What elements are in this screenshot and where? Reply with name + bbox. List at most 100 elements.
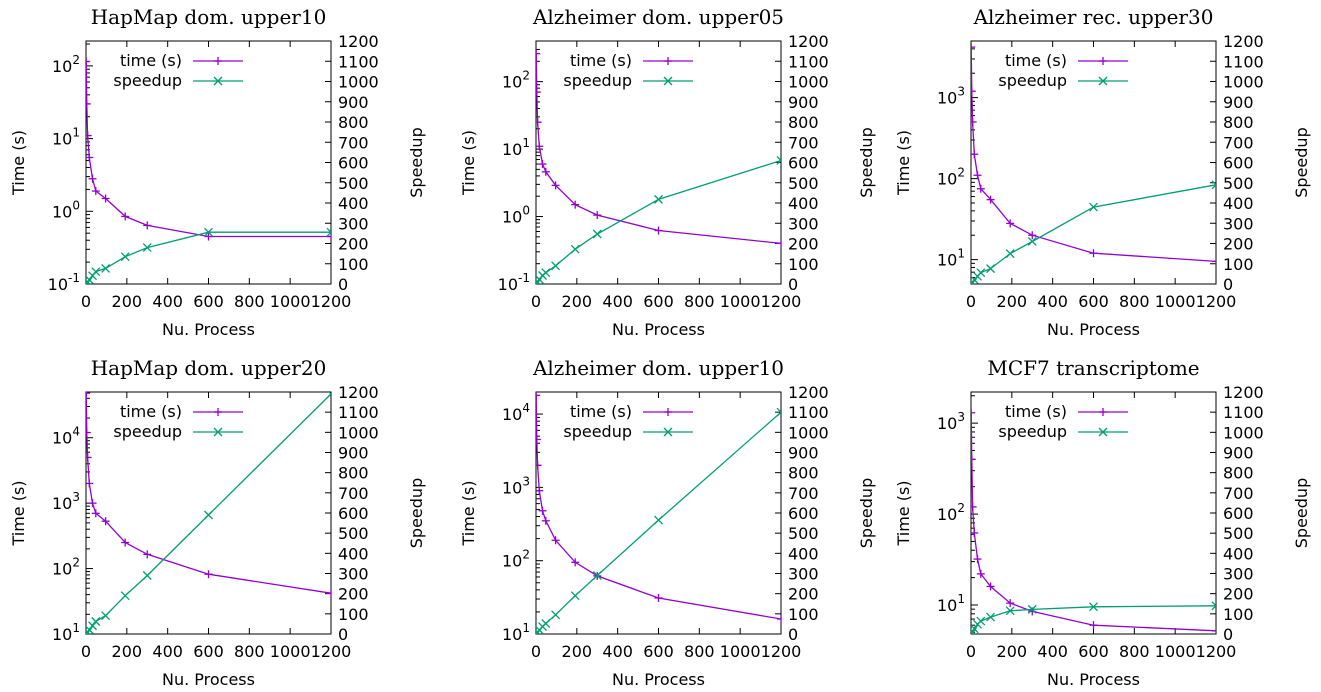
y2-tick-label: 600 [338, 154, 369, 173]
y2-tick-label: 0 [338, 275, 348, 294]
data-point [592, 571, 602, 580]
data-point [541, 516, 550, 525]
data-point [1212, 626, 1216, 634]
y2-tick-label: 700 [788, 133, 819, 152]
y-tick-exponent: 4 [522, 401, 530, 415]
y-tick-label: 10-1 [48, 271, 80, 294]
series-line [971, 184, 1216, 284]
data-point [91, 267, 101, 277]
legend-entry: time (s) [1005, 51, 1128, 70]
y2-tick-label: 500 [788, 174, 819, 193]
y-tick-base: 10 [52, 202, 72, 221]
data-point [88, 621, 97, 631]
x-tick-label: 800 [1119, 642, 1150, 661]
data-point [971, 408, 976, 417]
x-tick-label: 1200 [311, 292, 352, 311]
y-tick-label: 102 [52, 53, 80, 76]
x-tick-label: 0 [531, 292, 541, 311]
y-tick-label: 101 [937, 247, 965, 270]
data-point [1212, 257, 1216, 266]
y2-tick-label: 0 [788, 625, 798, 644]
y-tick-label: 101 [502, 621, 530, 644]
y2-tick-label: 1000 [1223, 73, 1264, 92]
data-point [204, 510, 213, 520]
data-point [101, 263, 111, 273]
y-tick-exponent: 2 [522, 69, 530, 83]
chart-title: HapMap dom. upper20 [91, 356, 327, 380]
y-axis-label: Time (s) [9, 480, 28, 546]
data-point [204, 232, 213, 241]
y2-tick-label: 400 [788, 544, 819, 563]
data-point [88, 499, 97, 508]
legend-label: speedup [113, 71, 182, 90]
data-point [91, 617, 101, 626]
legend-label: speedup [563, 71, 632, 90]
y2-tick-label: 300 [1223, 214, 1254, 233]
x-tick-label: 0 [531, 642, 541, 661]
x-tick-label: 400 [152, 292, 183, 311]
y-tick-exponent: 2 [522, 548, 530, 562]
data-point [204, 227, 213, 237]
data-point [541, 619, 551, 628]
y2-tick-label: 100 [788, 255, 819, 274]
x-tick-label: 200 [997, 292, 1028, 311]
data-point [986, 264, 996, 274]
x-tick-label: 400 [1037, 642, 1068, 661]
data-point [536, 486, 544, 495]
x-tick-label: 400 [602, 292, 633, 311]
y-tick-label: 102 [937, 166, 965, 189]
y-tick-base: 10 [937, 251, 957, 270]
data-point [971, 277, 978, 284]
legend-entry: speedup [998, 422, 1128, 441]
data-point [571, 200, 580, 209]
y-tick-base: 10 [498, 275, 518, 294]
y2-tick-label: 800 [338, 113, 369, 132]
y-tick-label: 104 [52, 425, 80, 448]
data-point [536, 277, 543, 284]
data-point [986, 582, 995, 591]
y-tick-label: 100 [502, 204, 530, 227]
y-tick-label: 103 [937, 410, 965, 433]
x-tick-label: 200 [562, 292, 593, 311]
x-tick-label: 0 [81, 292, 91, 311]
data-point [326, 227, 331, 237]
data-point [1005, 249, 1015, 259]
y-tick-label: 10-1 [498, 271, 530, 294]
data-point [1089, 202, 1098, 212]
y2-tick-label: 1000 [1223, 423, 1264, 442]
y2-tick-label: 1000 [788, 423, 829, 442]
data-point [592, 229, 602, 239]
y2-tick-label: 700 [788, 484, 819, 503]
y-tick-base: 10 [937, 89, 957, 108]
y2-tick-label: 600 [1223, 154, 1254, 173]
series-speedup [971, 180, 1216, 284]
x-tick-label: 200 [997, 642, 1028, 661]
y2-tick-label: 200 [338, 235, 369, 254]
legend-entry: time (s) [570, 402, 693, 421]
data-point [971, 528, 979, 537]
y2-tick-label: 500 [788, 524, 819, 543]
y2-tick-label: 700 [338, 133, 369, 152]
y-tick-base: 10 [502, 552, 522, 571]
data-point [121, 538, 130, 547]
y2-axis-label: Speedup [857, 127, 876, 197]
x-tick-label: 600 [1078, 642, 1109, 661]
y2-tick-label: 300 [338, 214, 369, 233]
data-point [1006, 599, 1015, 608]
y2-tick-label: 200 [788, 235, 819, 254]
legend-entry: speedup [998, 71, 1128, 90]
x-tick-label: 800 [684, 642, 715, 661]
y2-tick-label: 800 [788, 464, 819, 483]
data-point [1211, 601, 1216, 611]
legend-label: time (s) [120, 402, 182, 421]
data-point [536, 392, 541, 400]
data-point [121, 212, 130, 221]
x-tick-label: 400 [1037, 292, 1068, 311]
y2-tick-label: 300 [788, 565, 819, 584]
x-tick-label: 200 [112, 292, 143, 311]
y2-tick-label: 300 [788, 214, 819, 233]
legend-marker [663, 427, 673, 437]
legend-marker [663, 76, 673, 86]
y2-tick-label: 1200 [338, 32, 379, 51]
series-speedup [971, 601, 1216, 634]
